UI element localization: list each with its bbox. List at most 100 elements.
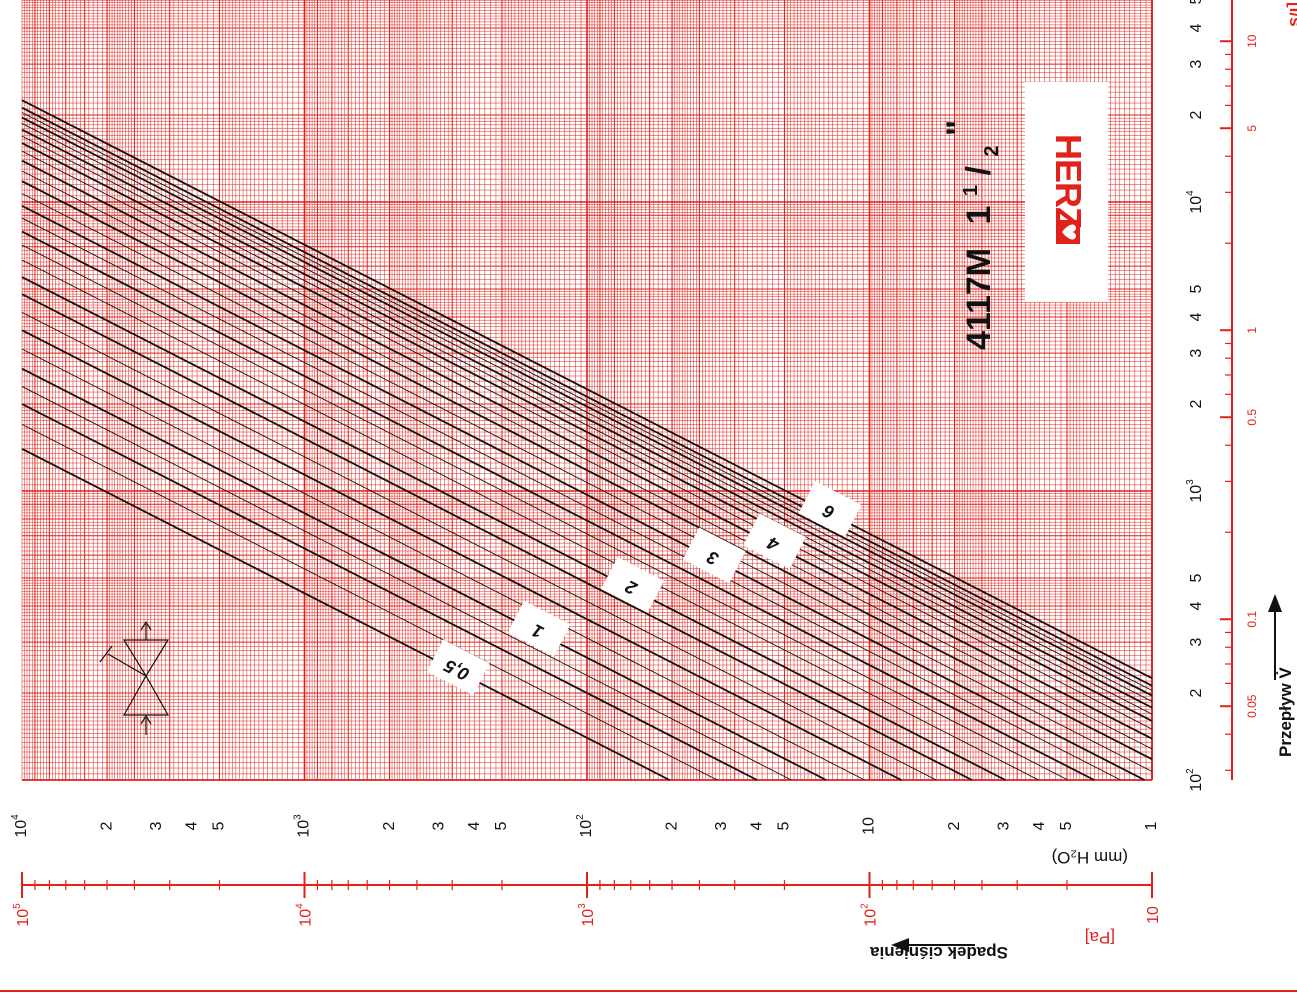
ls-tick-label-2: 0.5	[1245, 409, 1259, 426]
curve-line-6	[21, 329, 902, 781]
y-tick-minor-4-3: 3	[1188, 60, 1205, 69]
pa-tick-decade-2: 103	[577, 903, 598, 927]
x-tick-decade-2: 102	[575, 814, 596, 838]
x-tick-minor-1-2: 2	[381, 821, 398, 830]
x-axis-unit-mmh2o: (mm H₂O)	[1052, 848, 1128, 867]
ls-tick-label-1: 0.1	[1245, 611, 1259, 628]
y-tick-minor-3-4: 4	[1188, 312, 1205, 321]
curve-line-2	[21, 403, 758, 781]
valve-symbol-icon	[99, 620, 170, 735]
curve-line-17	[21, 170, 1153, 750]
y-tick-minor-2-3: 3	[1188, 638, 1205, 647]
x-tick-minor-0-5: 5	[211, 821, 228, 830]
curve-line-4	[21, 367, 827, 781]
curve-line-20	[21, 142, 1153, 722]
brand-logo-text: HERZ	[1048, 134, 1089, 228]
ls-tick-label-0: 0.05	[1245, 694, 1259, 718]
curve-line-14	[21, 205, 1145, 781]
x-tick-minor-3-5: 5	[1058, 821, 1075, 830]
y-axis-quantity-label: Przepływ V̇	[1276, 667, 1295, 757]
x-tick-minor-2-2: 2	[663, 821, 680, 830]
curve-line-10	[21, 259, 1039, 781]
ls-tick-label-5: 10	[1245, 34, 1259, 48]
title-size-quote: "	[940, 120, 978, 136]
pa-tick-decade-1: 104	[294, 903, 315, 927]
x-axis-quantity-label: Spadek ciśnienia	[870, 943, 1008, 962]
curve-line-5	[21, 348, 865, 781]
curve-line-21	[21, 135, 1153, 715]
curve-line-12	[21, 230, 1095, 781]
flow-arrow-icon	[1268, 594, 1282, 680]
curve-label-bg-18	[743, 513, 806, 569]
curve-label-bg-27	[798, 481, 862, 537]
curve-line-19	[21, 150, 1153, 730]
y-tick-minor-3-5: 5	[1188, 284, 1205, 293]
y-tick-minor-2-5: 5	[1188, 573, 1205, 582]
x-tick-minor-3-4: 4	[1031, 821, 1048, 830]
x-tick-minor-1-3: 3	[431, 821, 448, 830]
title-size-numerator: 1	[960, 185, 982, 196]
pa-tick-decade-3: 102	[859, 903, 880, 927]
pa-tick-decade-4: 10	[1145, 906, 1162, 924]
x-tick-minor-2-3: 3	[713, 821, 730, 830]
y-tick-minor-2-4: 4	[1188, 601, 1205, 610]
curve-line-22	[21, 128, 1153, 709]
title-size-slash: /	[960, 166, 998, 176]
x-tick-minor-0-3: 3	[148, 821, 165, 830]
y-axis-unit-ls: [l/s	[1286, 2, 1297, 27]
x-axis-unit-pa: [Pa]	[1085, 928, 1115, 947]
x-tick-decade-1: 103	[292, 814, 313, 838]
x-tick-minor-2-4: 4	[748, 821, 765, 830]
title-model: 4117M	[960, 248, 998, 350]
y-tick-minor-3-2: 2	[1188, 399, 1205, 408]
chart-title: 4117M 1 1 / 2 "	[940, 120, 1006, 350]
curve-line-9	[21, 276, 1006, 781]
pa-tick-decade-0: 105	[12, 903, 33, 927]
curve-line-0	[21, 447, 670, 781]
curve-line-3	[21, 386, 792, 781]
x-tick-minor-0-4: 4	[183, 821, 200, 830]
y-tick-minor-4-4: 4	[1188, 23, 1205, 32]
x-tick-decade-3: 10	[861, 817, 878, 835]
y-tick-minor-2-2: 2	[1188, 688, 1205, 697]
curve-label-bg-4	[507, 600, 571, 657]
y-tick-decade-2: 104	[1185, 190, 1206, 214]
curve-line-7	[21, 311, 937, 781]
curve-line-27	[21, 99, 1153, 680]
ls-tick-label-3: 1	[1245, 327, 1259, 334]
x-tick-minor-3-3: 3	[996, 821, 1013, 830]
x-tick-minor-2-5: 5	[776, 821, 793, 830]
title-size-whole: 1	[960, 206, 998, 225]
y-tick-minor-4-2: 2	[1188, 110, 1205, 119]
curve-line-25	[21, 112, 1153, 691]
curve-line-13	[21, 217, 1121, 781]
curve-line-23	[21, 123, 1153, 702]
y-tick-minor-4-5: 5	[1188, 0, 1205, 4]
y-tick-decade-0: 102	[1185, 768, 1206, 792]
curve-line-26	[21, 106, 1153, 687]
curve-label-bg-9	[601, 556, 664, 613]
curve-line-24	[21, 116, 1153, 697]
y-tick-minor-3-3: 3	[1188, 349, 1205, 358]
curve-line-8	[21, 293, 973, 781]
x-tick-minor-0-2: 2	[98, 821, 115, 830]
curve-line-15	[21, 193, 1153, 772]
curve-line-11	[21, 244, 1069, 781]
x-tick-minor-1-4: 4	[466, 821, 483, 830]
x-tick-decade-4: 1	[1143, 821, 1160, 830]
curve-line-1	[21, 424, 718, 781]
x-tick-minor-1-5: 5	[493, 821, 510, 830]
pressure-arrow-icon	[891, 938, 975, 952]
curve-line-18	[21, 159, 1153, 740]
x-tick-minor-3-2: 2	[946, 821, 963, 830]
chart-curves	[21, 99, 1153, 781]
ls-tick-label-4: 5	[1245, 125, 1259, 132]
y-tick-decade-1: 103	[1185, 479, 1206, 503]
title-size-denominator: 2	[981, 145, 1003, 156]
curve-label-bg-0	[426, 639, 490, 696]
curve-label-bg-14	[682, 527, 746, 584]
